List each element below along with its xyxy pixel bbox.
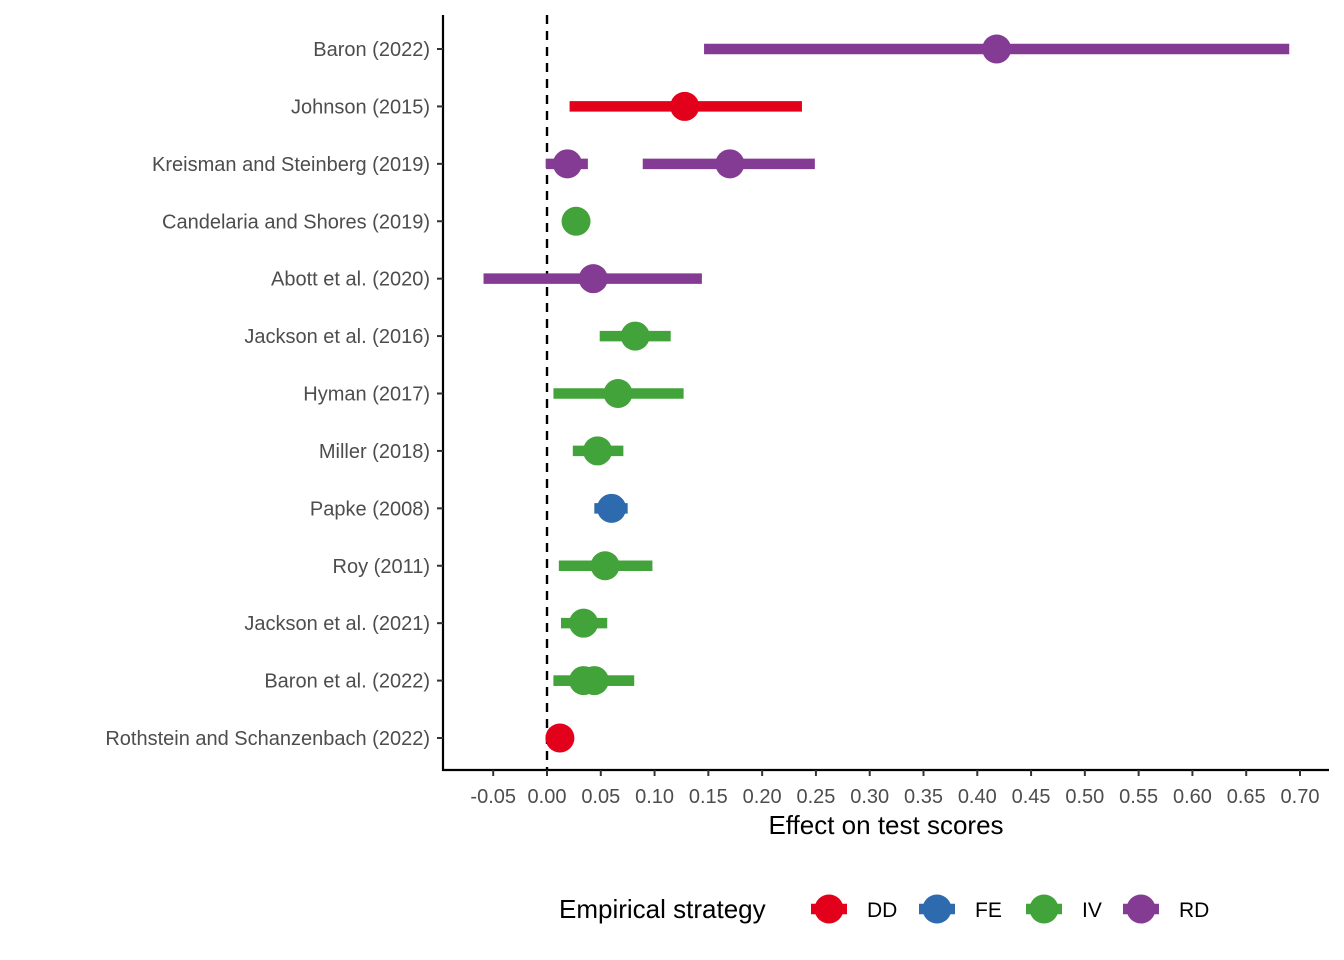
point-estimate [561,206,591,236]
legend: Empirical strategy DD FE IV RD [559,894,1209,924]
y-tick-label: Jackson et al. (2021) [244,613,430,635]
y-tick-label: Baron (2022) [313,39,430,61]
estimate-mark [483,264,702,294]
point-estimate [982,34,1012,64]
legend-key-point [922,894,952,924]
point-estimate [590,551,620,581]
y-tick-label: Miller (2018) [319,441,430,463]
x-axis-title: Effect on test scores [768,810,1003,840]
x-tick-label: 0.50 [1065,786,1104,808]
x-tick-label: 0.05 [581,786,620,808]
legend-key-point [1029,894,1059,924]
x-tick-label: 0.30 [850,786,889,808]
x-tick-label: 0.45 [1012,786,1051,808]
x-tick-label: 0.40 [958,786,997,808]
legend-item-dd: DD [811,894,897,924]
point-estimate [583,436,613,466]
estimate-mark [642,149,815,179]
point-estimate [569,608,599,638]
y-tick-label: Rothstein and Schanzenbach (2022) [105,728,430,750]
point-estimate [715,149,745,179]
legend-item-rd: RD [1123,894,1209,924]
point-estimate [603,379,633,408]
legend-title: Empirical strategy [559,894,766,924]
legend-key-point [814,894,844,924]
point-estimate [578,264,608,294]
legend-label: RD [1179,899,1209,922]
point-estimate [552,149,582,179]
x-tick-label: 0.60 [1173,786,1212,808]
x-tick-label: 0.55 [1119,786,1158,808]
legend-key-point [1126,894,1156,924]
x-tick-label: 0.65 [1227,786,1266,808]
y-tick-label: Baron et al. (2022) [264,671,430,693]
point-estimate [620,321,650,351]
legend-label: FE [975,899,1002,922]
y-tick-label: Roy (2011) [333,556,430,578]
estimate-mark [594,493,628,523]
x-tick-label: 0.70 [1281,786,1320,808]
x-tick-label: 0.15 [689,786,728,808]
estimate-mark [560,608,608,638]
x-tick-label: 0.25 [796,786,835,808]
estimate-mark [553,666,635,696]
x-tick-label: 0.20 [743,786,782,808]
y-tick-label: Jackson et al. (2016) [244,326,430,348]
x-tick-label: 0.10 [635,786,674,808]
y-tick-label: Abott et al. (2020) [271,269,430,291]
estimate-mark [545,149,588,179]
point-estimate [545,723,575,753]
y-tick-label: Papke (2008) [310,498,430,520]
x-tick-label: -0.05 [470,786,516,808]
legend-label: IV [1082,899,1102,922]
point-estimate [597,493,627,523]
legend-item-iv: IV [1026,894,1102,924]
y-tick-label: Kreisman and Steinberg (2019) [152,154,430,176]
estimate-mark [572,436,624,466]
y-tick-label: Candelaria and Shores (2019) [162,211,430,233]
y-tick-label: Hyman (2017) [303,384,430,406]
point-estimate [670,91,700,121]
estimate-mark [553,379,684,408]
estimate-mark [545,723,575,753]
estimate-mark [569,91,802,121]
x-tick-label: 0.35 [904,786,943,808]
estimate-mark [599,321,671,351]
point-estimate [579,666,609,696]
estimate-mark [561,206,591,236]
estimate-mark [704,34,1290,64]
legend-item-fe: FE [919,894,1002,924]
legend-label: DD [867,899,897,922]
estimate-mark [558,551,653,581]
x-tick-label: 0.00 [528,786,567,808]
y-tick-label: Johnson (2015) [291,96,430,118]
